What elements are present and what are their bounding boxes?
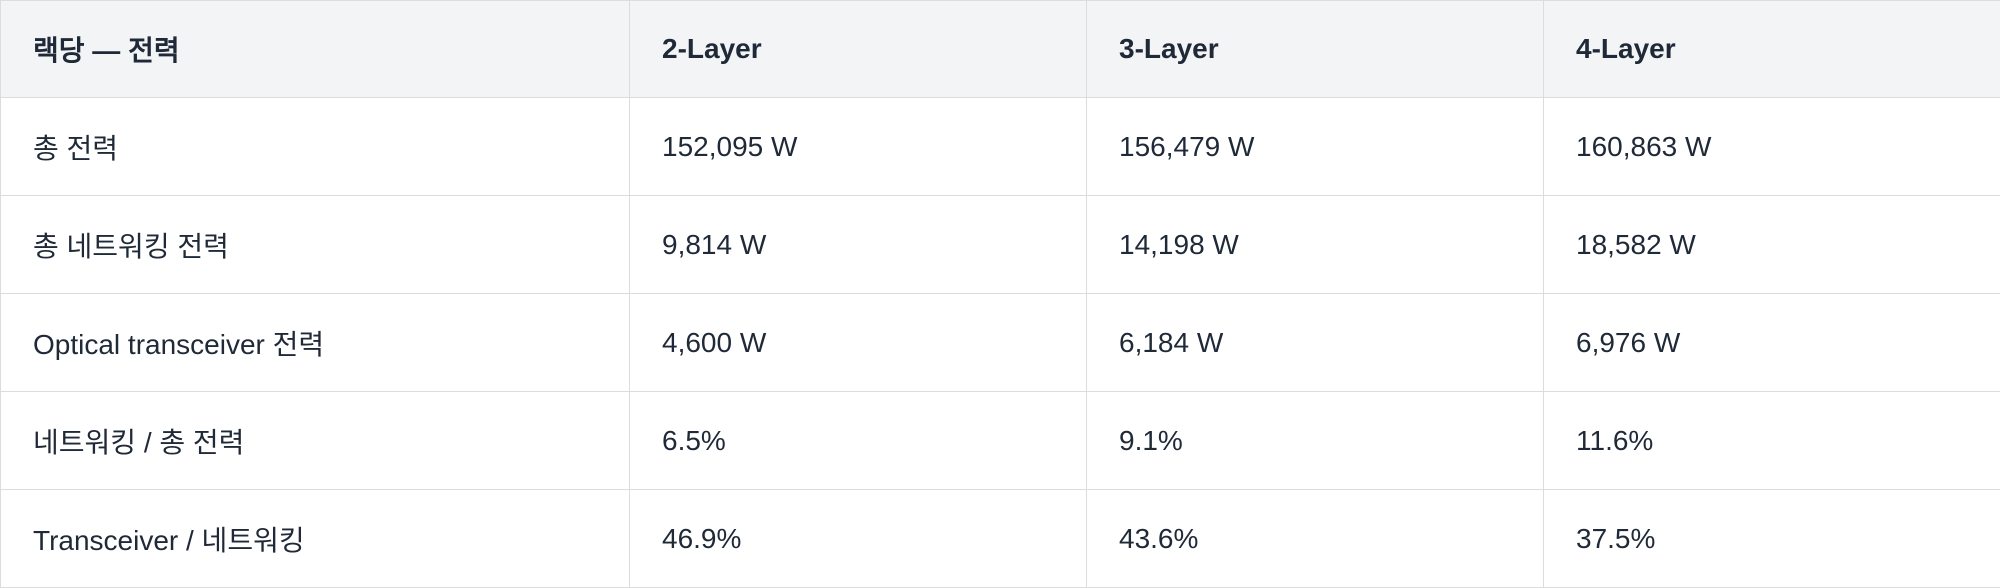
row-label: 총 네트워킹 전력 [0, 195, 630, 294]
value-cell: 152,095 W [629, 97, 1087, 196]
table-row: Optical transceiver 전력 4,600 W 6,184 W 6,97… [0, 293, 2000, 392]
row-label: Optical transceiver 전력 [0, 293, 630, 392]
value-cell: 6,976 W [1543, 293, 2000, 392]
value-cell: 9.1% [1086, 391, 1544, 490]
value-cell: 37.5% [1543, 489, 2000, 588]
row-label: Transceiver / 네트워킹 [0, 489, 630, 588]
table-row: 총 전력 152,095 W 156,479 W 160,863 W [0, 97, 2000, 196]
value-cell: 18,582 W [1543, 195, 2000, 294]
value-cell: 160,863 W [1543, 97, 2000, 196]
value-cell: 4,600 W [629, 293, 1087, 392]
table-row: Transceiver / 네트워킹 46.9% 43.6% 37.5% [0, 489, 2000, 588]
header-cell: 3-Layer [1086, 0, 1544, 98]
value-cell: 9,814 W [629, 195, 1087, 294]
value-cell: 156,479 W [1086, 97, 1544, 196]
header-cell: 랙당 — 전력 [0, 0, 630, 98]
header-cell: 4-Layer [1543, 0, 2000, 98]
value-cell: 6,184 W [1086, 293, 1544, 392]
table-row: 네트워킹 / 총 전력 6.5% 9.1% 11.6% [0, 391, 2000, 490]
value-cell: 11.6% [1543, 391, 2000, 490]
row-label: 총 전력 [0, 97, 630, 196]
header-cell: 2-Layer [629, 0, 1087, 98]
value-cell: 43.6% [1086, 489, 1544, 588]
table-row: 총 네트워킹 전력 9,814 W 14,198 W 18,582 W [0, 195, 2000, 294]
value-cell: 14,198 W [1086, 195, 1544, 294]
value-cell: 46.9% [629, 489, 1087, 588]
row-label: 네트워킹 / 총 전력 [0, 391, 630, 490]
header-row: 랙당 — 전력 2-Layer 3-Layer 4-Layer [0, 0, 2000, 98]
value-cell: 6.5% [629, 391, 1087, 490]
